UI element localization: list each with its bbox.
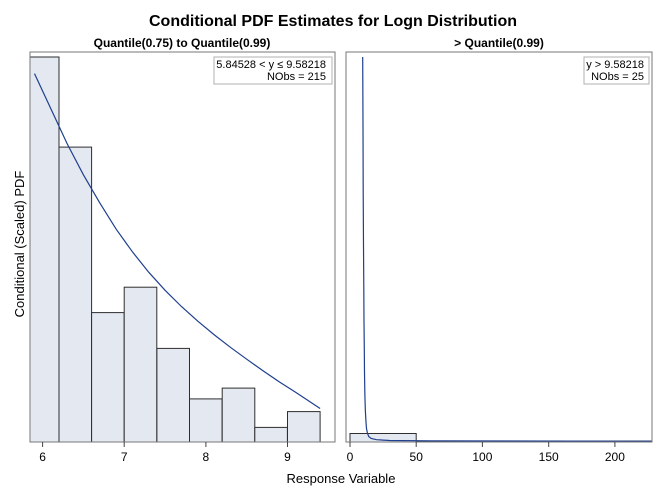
left-bin-4: [156, 347, 190, 443]
right-x-tick-label-1: 50: [410, 450, 424, 464]
y-axis-label: Conditional (Scaled) PDF: [12, 171, 27, 318]
right-inset-range: y > 9.58218: [586, 59, 644, 71]
right-x-tick-label-4: 200: [605, 450, 625, 464]
right-pdf-curve: [362, 56, 653, 442]
left-x-tick-label-0: 6: [39, 450, 46, 464]
left-bin-3: [123, 286, 158, 443]
left-inset-range: 5.84528 < y ≤ 9.58218: [216, 59, 326, 71]
left-panel-title: Quantile(0.75) to Quantile(0.99): [94, 36, 271, 50]
left-bin-2: [91, 312, 125, 443]
left-histogram-bins: [29, 56, 321, 443]
left-panel-frame: [29, 51, 336, 443]
left-panel: 6 7 8 9 5.84528 < y ≤ 9.58218 NObs = 215: [29, 51, 336, 464]
left-x-tick-label-1: 7: [121, 450, 128, 464]
right-panel-frame: [345, 51, 653, 443]
x-axis-label: Response Variable: [287, 471, 396, 486]
right-inset-box: [583, 56, 650, 85]
left-bin-0: [29, 56, 60, 443]
left-inset: 5.84528 < y ≤ 9.58218 NObs = 215: [213, 56, 333, 85]
right-curve-group: [362, 56, 653, 442]
left-x-tick-label-3: 9: [284, 450, 291, 464]
right-x-ticks: 0 50 100 150 200: [347, 442, 625, 464]
right-inset-nobs: NObs = 25: [591, 71, 644, 83]
left-bin-1: [58, 146, 93, 443]
right-inset: y > 9.58218 NObs = 25: [583, 56, 650, 85]
chart-title: Conditional PDF Estimates for Logn Distr…: [149, 13, 517, 30]
left-bin-7: [254, 426, 288, 443]
left-x-tick-label-2: 8: [203, 450, 210, 464]
left-x-ticks: 6 7 8 9: [39, 442, 291, 464]
left-inset-box: [213, 56, 333, 85]
left-pdf-curve: [33, 73, 321, 410]
left-bin-8: [287, 411, 321, 443]
left-bin-6: [221, 387, 256, 443]
left-curve-group: [33, 73, 321, 410]
right-x-tick-label-3: 150: [539, 450, 559, 464]
right-x-tick-label-2: 100: [472, 450, 492, 464]
left-bin-5: [189, 398, 223, 443]
right-panel-title: > Quantile(0.99): [454, 36, 544, 50]
right-x-tick-label-0: 0: [347, 450, 354, 464]
right-panel: 0 50 100 150 200 y > 9.58218 NObs = 25: [345, 51, 653, 464]
left-inset-nobs: NObs = 215: [267, 71, 326, 83]
